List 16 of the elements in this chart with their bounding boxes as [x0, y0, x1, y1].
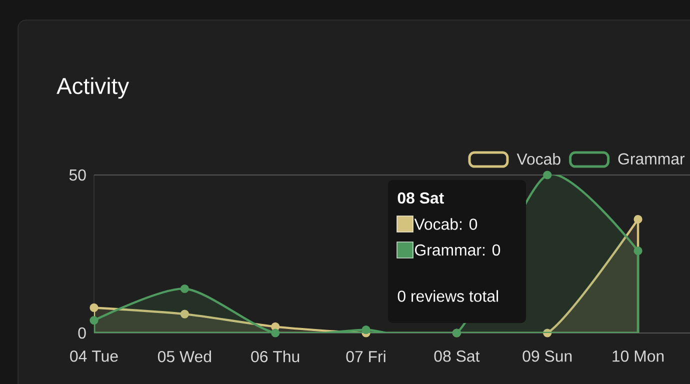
x-tick-label: 09 Sun	[522, 350, 572, 362]
chart-title: Activity	[56, 77, 130, 99]
y-tick-label: 50	[69, 169, 86, 181]
annotation: 0 reviews total	[398, 290, 498, 302]
legend-label: Grammar	[618, 153, 685, 165]
annotation: 08 Sat	[398, 192, 444, 204]
x-tick-label: 07 Fri	[346, 350, 386, 362]
annotation: Grammar: 0	[415, 244, 500, 256]
x-tick-label: 04 Tue	[70, 350, 118, 362]
x-tick-label: 05 Wed	[158, 350, 211, 362]
x-tick-label: 10 Mon	[612, 350, 664, 362]
legend-label: Vocab	[516, 153, 560, 165]
y-tick-label: 0	[78, 327, 86, 339]
x-tick-label: 08 Sat	[434, 350, 480, 362]
x-tick-label: 06 Thu	[251, 350, 300, 362]
annotation: Vocab: 0	[414, 218, 478, 230]
